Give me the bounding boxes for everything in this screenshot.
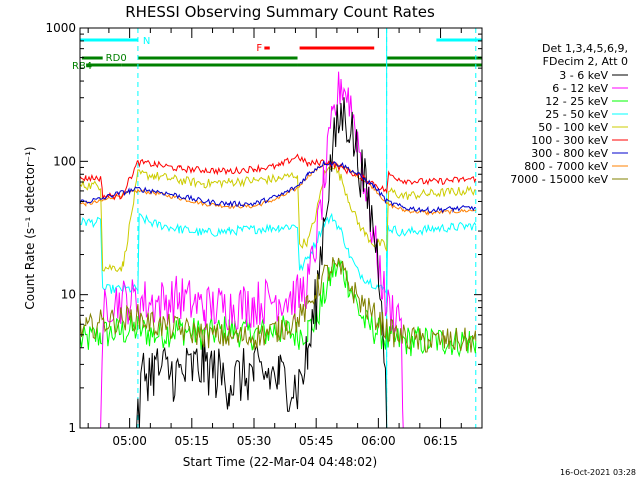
series-line-7 (79, 162, 476, 217)
chart-title: RHESSI Observing Summary Count Rates (125, 3, 435, 21)
legend-entry-label: 100 - 300 keV (531, 134, 608, 147)
rd0-label: RD0 (106, 53, 127, 64)
series-line-2 (79, 259, 477, 358)
observing-state-bars: N F RD0 RB4 (72, 28, 482, 428)
series-line-3 (79, 212, 477, 295)
x-tick-label: 06:15 (423, 434, 458, 448)
series-line-4 (79, 164, 476, 273)
series-line-6 (79, 160, 476, 214)
footer-date: 16-Oct-2021 03:28 (560, 468, 636, 477)
legend: Det 1,3,4,5,6,9,FDecim 2, Att 03 - 6 keV… (510, 42, 628, 186)
rb4-label: RB4 (72, 61, 92, 72)
legend-entry-label: 12 - 25 keV (545, 95, 608, 108)
series-layer (79, 71, 477, 429)
legend-header: FDecim 2, Att 0 (543, 55, 628, 68)
x-tick-label: 05:30 (237, 434, 272, 448)
flare-label: F (256, 43, 262, 54)
legend-entry-label: 50 - 100 keV (538, 121, 608, 134)
plot-frame (79, 27, 483, 429)
axes: 1 10 100 1000 05:00 05:15 05:30 05:45 06:00 06:15 (45, 21, 482, 448)
y-tick-label: 100 (53, 154, 76, 168)
y-axis-label: Count Rate (s⁻¹ detector⁻¹) (23, 146, 37, 309)
series-line-1 (80, 71, 404, 429)
x-tick-label: 05:45 (299, 434, 334, 448)
night-label: N (143, 36, 150, 47)
x-tick-label: 05:15 (175, 434, 210, 448)
y-tick-label: 1000 (45, 21, 76, 35)
x-tick-label: 05:00 (112, 434, 147, 448)
series-line-8 (79, 257, 477, 353)
x-tick-label: 06:00 (361, 434, 396, 448)
legend-entry-label: 300 - 800 keV (531, 147, 608, 160)
legend-entry-label: 3 - 6 keV (559, 69, 608, 82)
legend-entry-label: 7000 - 15000 keV (510, 173, 608, 186)
x-axis-label: Start Time (22-Mar-04 04:48:02) (183, 455, 377, 469)
legend-entry-label: 25 - 50 keV (545, 108, 608, 121)
legend-header: Det 1,3,4,5,6,9, (542, 42, 628, 55)
legend-entry-label: 6 - 12 keV (552, 82, 608, 95)
series-line-5 (79, 153, 477, 201)
y-tick-label: 10 (61, 288, 76, 302)
y-tick-label: 1 (68, 421, 76, 435)
legend-entry-label: 800 - 7000 keV (524, 160, 608, 173)
